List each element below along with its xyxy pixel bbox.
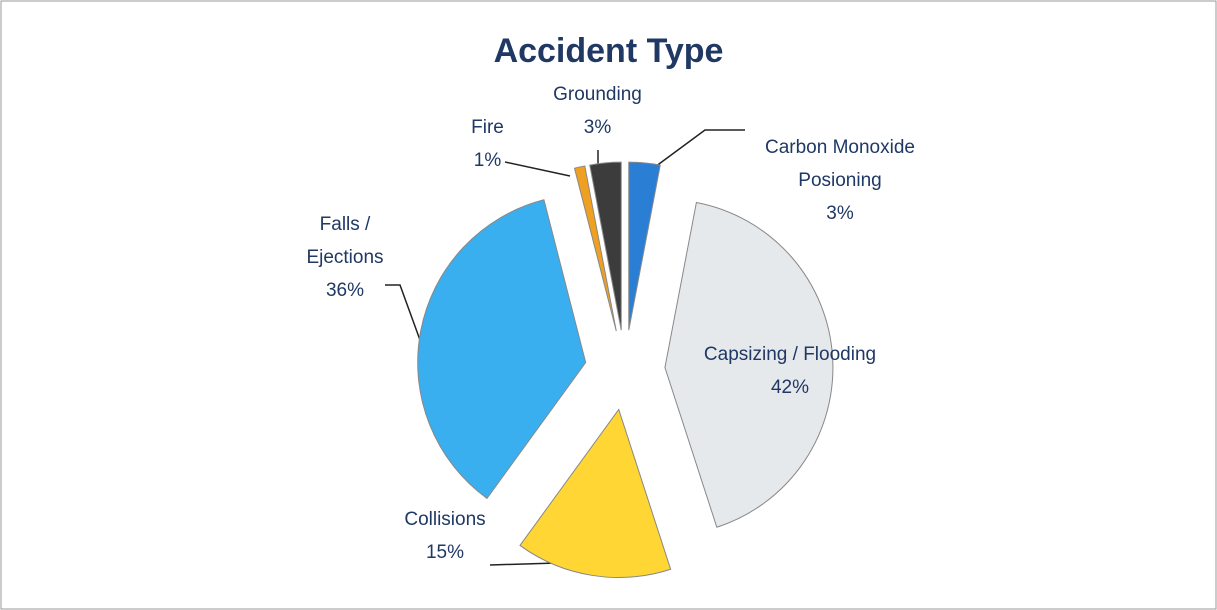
label-category: Carbon Monoxide Posioning [765,137,915,191]
label-value: 36% [325,280,365,301]
label-category: Falls / Ejections [306,214,384,268]
data-label: Carbon Monoxide Posioning 3% [745,131,935,230]
leader-line [385,284,421,341]
label-value: 42% [770,377,810,398]
data-label: Collisions 15% [380,503,510,569]
data-label: Falls / Ejections 36% [290,208,400,307]
pie-slice [628,161,661,331]
data-label: Capsizing / Flooding 42% [660,338,920,404]
leader-line [639,129,745,179]
pie-slice [589,161,622,331]
label-category: Grounding [553,84,642,105]
label-category: Collisions [404,509,486,530]
leader-line [504,161,571,177]
pie-slice [664,201,834,528]
label-value: 1% [473,150,502,171]
label-value: 3% [826,203,854,224]
data-label: Grounding 3% [540,78,655,144]
label-category: Capsizing / Flooding [703,344,877,365]
data-label: Fire 1% [450,111,525,177]
pie-slice [519,408,672,579]
label-value: 3% [583,117,612,138]
pie-slice [573,165,617,332]
pie-slice [417,199,587,500]
label-value: 15% [425,542,465,563]
slices [417,161,834,579]
label-category: Fire [471,117,504,138]
chart-title: Accident Type [493,32,724,70]
